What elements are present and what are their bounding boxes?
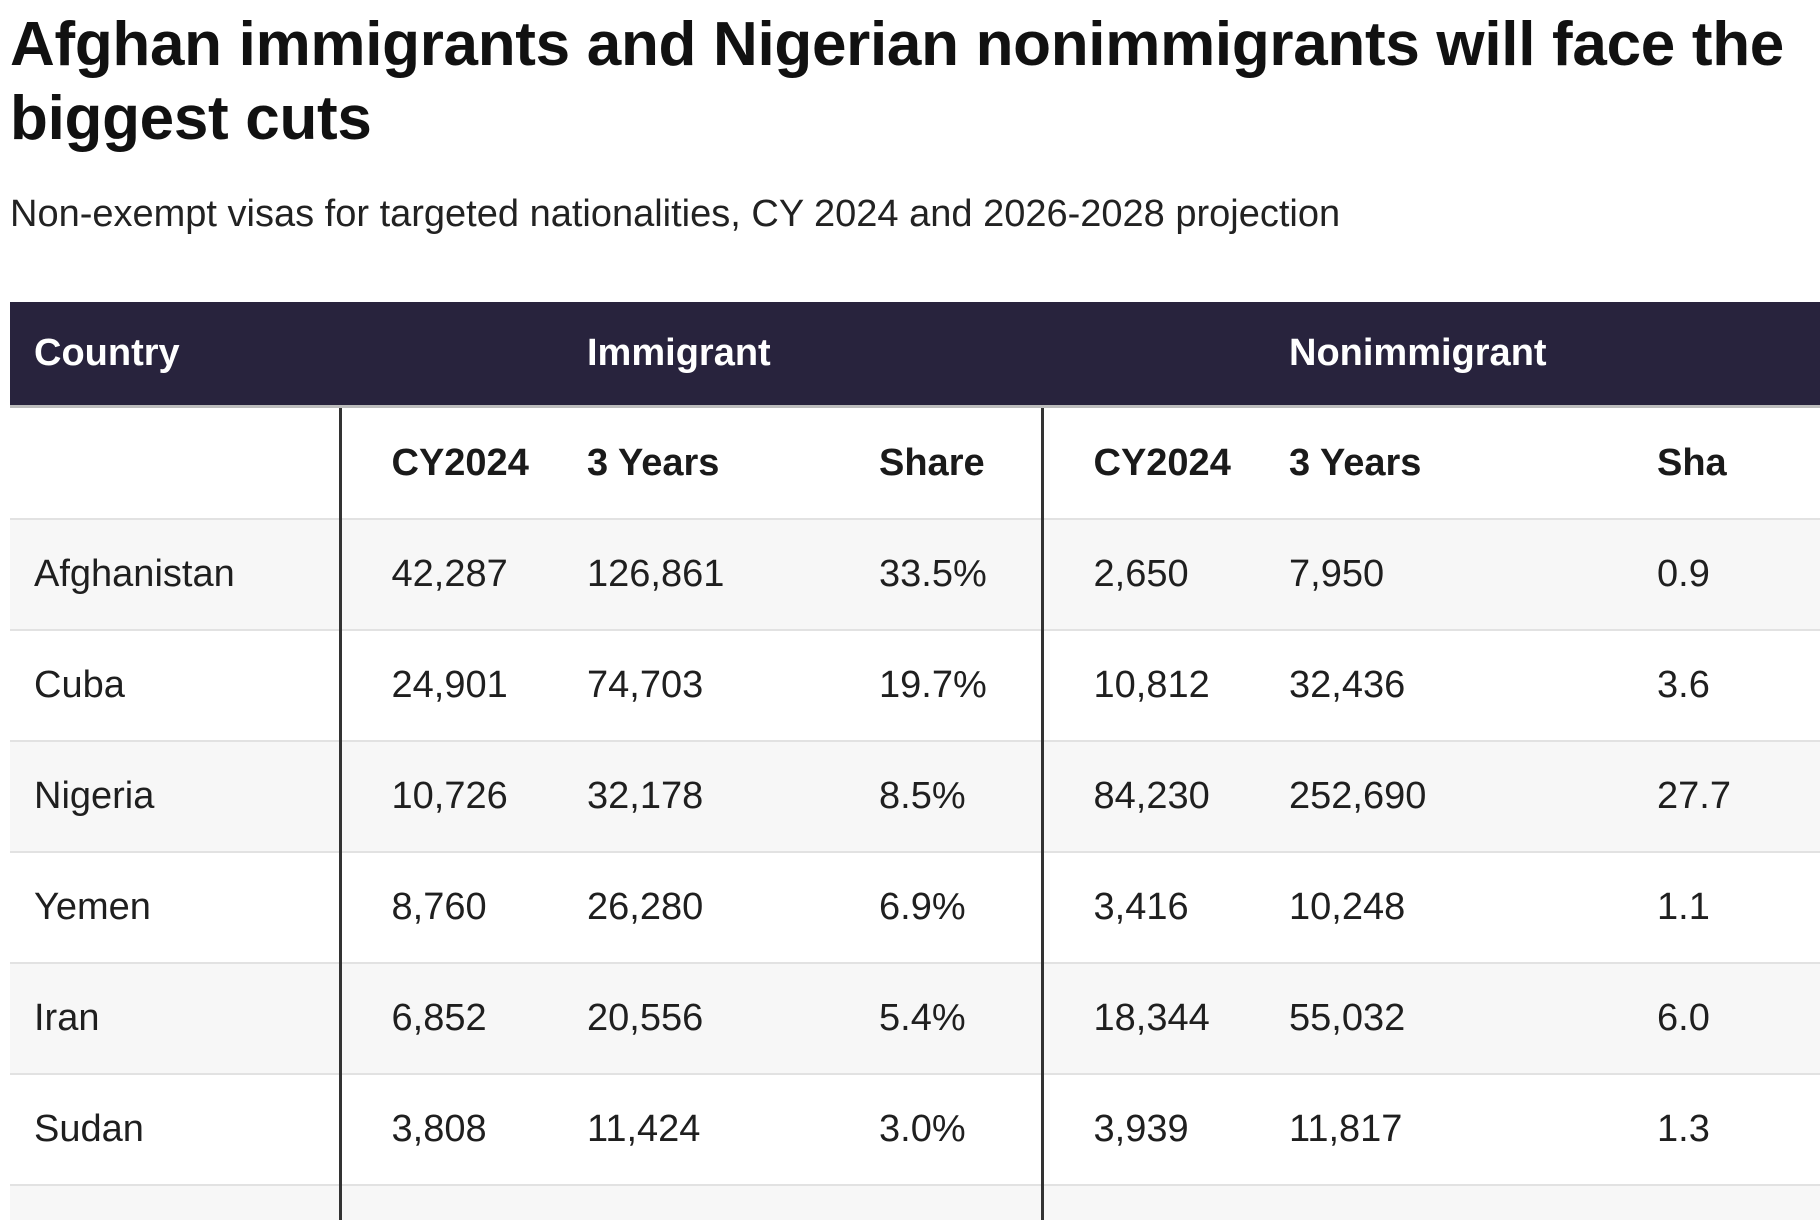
cell-immigrant-3-years: 32,178 <box>587 741 879 853</box>
cell-immigrant-share: 8.5% <box>879 741 1042 853</box>
table-row: Sudan 3,808 11,424 3.0% 3,939 11,817 1.3 <box>10 1074 1820 1186</box>
group-header-nonimmigrant: Nonimmigrant <box>1289 302 1820 408</box>
cell-nonimmigrant-share: 1.3 <box>1657 1074 1820 1186</box>
group-header-immigrant: Immigrant <box>587 302 1289 408</box>
page-subtitle: Non-exempt visas for targeted nationalit… <box>10 193 1341 235</box>
cell-nonimmigrant-cy2024: 3,416 <box>1040 852 1289 964</box>
cell-immigrant-share: 33.5% <box>879 519 1042 631</box>
table-viewport[interactable]: Country Immigrant Nonimmigrant CY2024 3 Y… <box>10 302 1820 1220</box>
table-row: Nigeria 10,726 32,178 8.5% 84,230 252,690 27.7 <box>10 741 1820 853</box>
cell-nonimmigrant-3-years: 10,248 <box>1289 852 1657 964</box>
cell-nonimmigrant-share: 3.6 <box>1657 630 1820 742</box>
column-header-nonimmigrant-3-years: 3 Years <box>1289 406 1657 520</box>
cell-immigrant-3-years: 26,280 <box>587 852 879 964</box>
cell-immigrant-3-years: 74,703 <box>587 630 879 742</box>
cell-nonimmigrant-3-years: 32,436 <box>1289 630 1657 742</box>
cell-nonimmigrant-3-years: 11,817 <box>1289 1074 1657 1186</box>
column-header-nonimmigrant-cy2024: CY2024 <box>1040 406 1289 520</box>
cell-country: Iran <box>10 963 340 1075</box>
cell-empty <box>1289 1185 1657 1220</box>
table-row: Yemen 8,760 26,280 6.9% 3,416 10,248 1.1 <box>10 852 1820 964</box>
cell-nonimmigrant-3-years: 7,950 <box>1289 519 1657 631</box>
cell-nonimmigrant-share: 1.1 <box>1657 852 1820 964</box>
cell-nonimmigrant-cy2024: 2,650 <box>1040 519 1289 631</box>
cell-nonimmigrant-share: 0.9 <box>1657 519 1820 631</box>
table-row: Afghanistan 42,287 126,861 33.5% 2,650 7,950 0… <box>10 519 1820 631</box>
cell-country: Cuba <box>10 630 340 742</box>
column-header-immigrant-share: Share <box>879 406 1042 520</box>
table-row: Iran 6,852 20,556 5.4% 18,344 55,032 6.0 <box>10 963 1820 1075</box>
cell-immigrant-cy2024: 8,760 <box>338 852 587 964</box>
cell-immigrant-3-years: 20,556 <box>587 963 879 1075</box>
cell-immigrant-cy2024: 24,901 <box>338 630 587 742</box>
cell-immigrant-cy2024: 3,808 <box>338 1074 587 1186</box>
cell-nonimmigrant-cy2024: 18,344 <box>1040 963 1289 1075</box>
cell-empty <box>338 1185 587 1220</box>
column-header-country <box>10 406 340 520</box>
table-body: Afghanistan 42,287 126,861 33.5% 2,650 7,950 0… <box>10 519 1820 1220</box>
cell-immigrant-share: 6.9% <box>879 852 1042 964</box>
cell-immigrant-share: 5.4% <box>879 963 1042 1075</box>
cell-empty <box>879 1185 1042 1220</box>
group-header-country: Country <box>10 302 340 408</box>
column-header-nonimmigrant-share: Sha <box>1657 406 1820 520</box>
cell-immigrant-3-years: 126,861 <box>587 519 879 631</box>
cell-nonimmigrant-3-years: 55,032 <box>1289 963 1657 1075</box>
cell-nonimmigrant-cy2024: 84,230 <box>1040 741 1289 853</box>
cell-empty <box>1657 1185 1820 1220</box>
cell-empty <box>1040 1185 1289 1220</box>
cell-country: Nigeria <box>10 741 340 853</box>
cell-immigrant-cy2024: 10,726 <box>338 741 587 853</box>
data-table: Country Immigrant Nonimmigrant CY2024 3 Y… <box>10 302 1820 1220</box>
table-row: Cuba 24,901 74,703 19.7% 10,812 32,436 3.6 <box>10 630 1820 742</box>
cell-empty <box>10 1185 340 1220</box>
cell-country: Afghanistan <box>10 519 340 631</box>
cell-nonimmigrant-share: 27.7 <box>1657 741 1820 853</box>
cell-immigrant-cy2024: 42,287 <box>338 519 587 631</box>
column-header-row: CY2024 3 Years Share CY2024 3 Years Sha <box>10 406 1820 520</box>
page-title: Afghan immigrants and Nigerian nonimmigr… <box>10 10 1784 153</box>
group-header-row: Country Immigrant Nonimmigrant <box>10 302 1820 408</box>
cell-nonimmigrant-cy2024: 3,939 <box>1040 1074 1289 1186</box>
cell-nonimmigrant-3-years: 252,690 <box>1289 741 1657 853</box>
column-header-immigrant-cy2024: CY2024 <box>338 406 587 520</box>
cell-immigrant-cy2024: 6,852 <box>338 963 587 1075</box>
cell-country: Sudan <box>10 1074 340 1186</box>
cell-immigrant-share: 3.0% <box>879 1074 1042 1186</box>
cell-immigrant-share: 19.7% <box>879 630 1042 742</box>
cell-nonimmigrant-cy2024: 10,812 <box>1040 630 1289 742</box>
table-row-partial <box>10 1185 1820 1220</box>
cell-nonimmigrant-share: 6.0 <box>1657 963 1820 1075</box>
column-header-immigrant-3-years: 3 Years <box>587 406 879 520</box>
group-header-spacer <box>340 302 587 408</box>
cell-country: Yemen <box>10 852 340 964</box>
cell-immigrant-3-years: 11,424 <box>587 1074 879 1186</box>
cell-empty <box>587 1185 879 1220</box>
